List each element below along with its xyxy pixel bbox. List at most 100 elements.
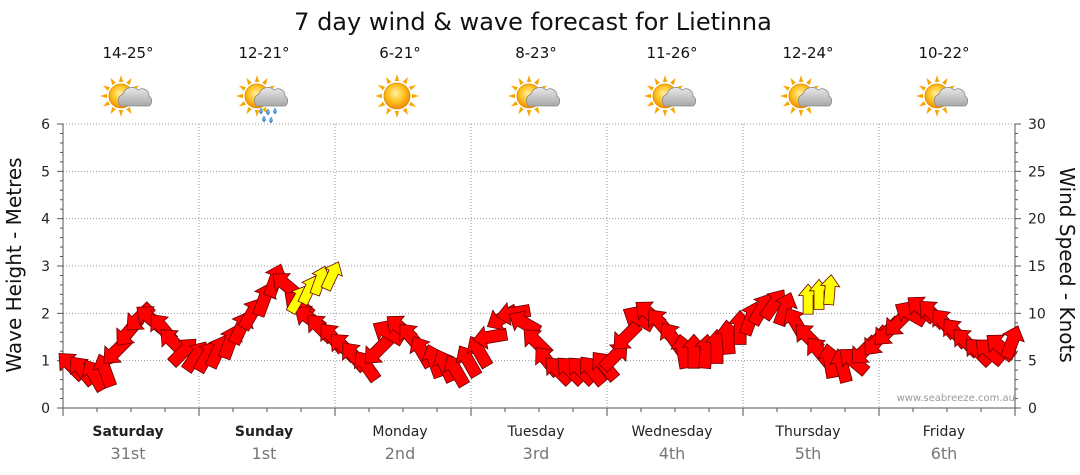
- axes: 0 1 2 3 4 5 6 0 5 10 15 20 25 30: [41, 117, 1046, 417]
- sun-ray: [110, 77, 116, 85]
- sun-ray: [262, 77, 268, 85]
- sun-ray: [926, 107, 932, 115]
- y-right-tick-label: 30: [1028, 117, 1046, 133]
- sun-ray: [790, 107, 796, 115]
- sun-ray: [782, 85, 790, 91]
- day-temperature-range: 14-25°: [102, 44, 153, 62]
- sun-ray: [254, 110, 260, 117]
- date-label: 31st: [111, 444, 146, 463]
- rain-drop: [269, 116, 273, 124]
- sun-ray: [118, 75, 124, 82]
- day-label: Sunday: [235, 424, 293, 440]
- rain-drop: [266, 108, 270, 116]
- sun-ray: [510, 85, 518, 91]
- partly-cloudy-icon: [916, 75, 969, 117]
- sun-ray: [246, 107, 252, 115]
- sun-ray: [646, 85, 654, 91]
- y-right-tick-label: 25: [1028, 164, 1046, 180]
- partly-cloudy-icon: [508, 75, 561, 117]
- cloud-shape: [662, 87, 697, 107]
- gust-arrow-series: [285, 261, 841, 316]
- y-right-tick-label: 10: [1028, 306, 1046, 322]
- cloud: [662, 87, 697, 107]
- sun-ray: [780, 93, 787, 99]
- sun-ray: [534, 77, 540, 85]
- site-credit: www.seabreeze.com.au: [897, 393, 1015, 404]
- sun-ray: [102, 101, 110, 107]
- sun-ray: [934, 75, 940, 82]
- date-label: 5th: [795, 444, 822, 463]
- partly-cloudy-icon: [100, 75, 153, 117]
- cloud: [798, 87, 833, 107]
- cloud: [254, 87, 289, 107]
- y-right-axis-title: Wind Speed - Knots: [1055, 167, 1079, 363]
- y-left-axis-title: Wave Height - Metres: [2, 157, 26, 372]
- wind-arrow-series: [58, 263, 1025, 394]
- sun-ray: [377, 85, 386, 91]
- sun-ray: [644, 93, 651, 99]
- sun-ray: [654, 77, 660, 85]
- y-left-tick-label: 6: [41, 117, 50, 133]
- sun-ray: [798, 75, 804, 82]
- sun-ray: [126, 107, 132, 115]
- sun-ray: [534, 107, 540, 115]
- sun-ray: [246, 77, 252, 85]
- day-temperature-range: 12-24°: [782, 44, 833, 62]
- sun-ray: [790, 77, 796, 85]
- day-temperature-range: 6-21°: [379, 44, 421, 62]
- wind-arrow: [455, 345, 483, 379]
- day-temperature-range: 8-23°: [515, 44, 557, 62]
- rain-drop: [259, 107, 263, 115]
- sun-ray: [254, 75, 260, 82]
- sun-ray: [375, 93, 382, 99]
- cloud-shape: [934, 87, 969, 107]
- cloud: [118, 87, 153, 107]
- y-right-tick-label: 0: [1028, 401, 1037, 417]
- sun-ray: [806, 77, 812, 85]
- sun-ray: [402, 76, 408, 85]
- sun-ray: [916, 93, 923, 99]
- sun-ray: [942, 77, 948, 85]
- wind-arrow: [613, 320, 643, 350]
- sun-ray: [782, 101, 790, 107]
- y-left-tick-label: 0: [41, 401, 50, 417]
- y-left-tick-label: 2: [41, 306, 50, 322]
- sun-disc: [383, 82, 411, 110]
- sun-ray: [238, 85, 246, 91]
- sun-ray: [646, 101, 654, 107]
- cloud-shape: [254, 87, 289, 107]
- sun-ray: [508, 93, 515, 99]
- wind-arrow: [472, 325, 509, 350]
- sun-ray: [102, 85, 110, 91]
- sun-ray: [408, 85, 417, 91]
- sun-ray: [662, 75, 668, 82]
- cloud-shape: [798, 87, 833, 107]
- y-right-tick-label: 15: [1028, 259, 1046, 275]
- sun-ray: [926, 77, 932, 85]
- day-label: Saturday: [92, 424, 163, 440]
- sun-ray: [126, 77, 132, 85]
- y-right-tick-label: 5: [1028, 354, 1037, 370]
- sun-ray: [670, 107, 676, 115]
- showers-icon: [236, 75, 289, 124]
- day-temperature-range: 10-22°: [918, 44, 969, 62]
- y-right-tick-label: 20: [1028, 212, 1046, 228]
- y-left-tick-label: 3: [41, 259, 50, 275]
- cloud: [934, 87, 969, 107]
- rain-drop: [273, 107, 277, 115]
- rain-drops: [259, 107, 277, 124]
- sun-ray: [238, 101, 246, 107]
- sun-ray: [394, 74, 400, 81]
- sun-ray: [934, 110, 940, 117]
- date-label: 4th: [659, 444, 686, 463]
- cloud-shape: [118, 87, 153, 107]
- sun-ray: [394, 111, 400, 118]
- y-left-tick-label: 1: [41, 354, 50, 370]
- sun-ray: [402, 107, 408, 116]
- partly-cloudy-icon: [644, 75, 697, 117]
- gust-arrow: [320, 261, 343, 292]
- date-label: 3rd: [523, 444, 550, 463]
- sun-ray: [526, 110, 532, 117]
- sun-ray: [118, 110, 124, 117]
- sun-ray: [654, 107, 660, 115]
